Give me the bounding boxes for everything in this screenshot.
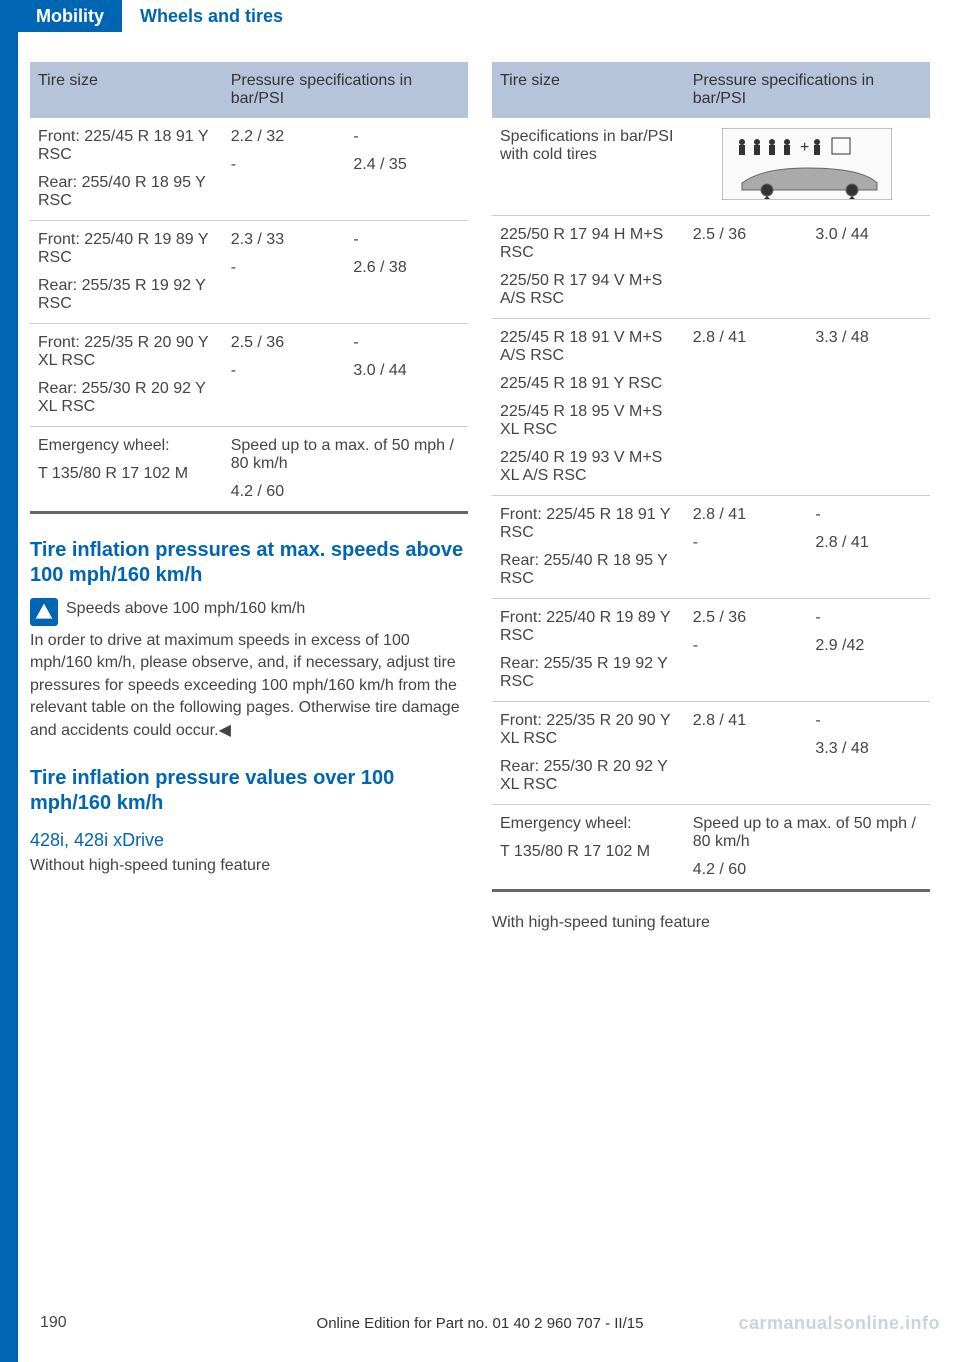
left-column: Tire size Pressure specifications in bar… (30, 62, 468, 934)
left-tire-table: Tire size Pressure specifications in bar… (30, 62, 468, 514)
cell: 2.6 / 38 (353, 259, 460, 277)
header-tab-wheels: Wheels and tires (122, 0, 301, 32)
cell: 225/45 R 18 91 Y RSC (500, 375, 677, 393)
table-row: Specifications in bar/PSI with cold tire… (492, 118, 930, 216)
cell: T 135/80 R 17 102 M (38, 465, 215, 483)
cell: - (353, 128, 460, 146)
cell: Speed up to a max. of 50 mph / 80 km/h (693, 815, 922, 851)
cell: 2.4 / 35 (353, 156, 460, 174)
lth1: Tire size (30, 62, 223, 118)
cell: Emergency wheel: (500, 815, 677, 833)
cell: - (231, 362, 338, 380)
after-note: With high-speed tuning feature (492, 912, 930, 934)
header-bar: Mobility Wheels and tires (0, 0, 960, 32)
cell: - (231, 259, 338, 277)
table-row: Front: 225/40 R 19 89 Y RSC Rear: 255/35… (492, 599, 930, 702)
cell: 2.5 / 36 (231, 334, 338, 352)
cell: 3.3 / 48 (807, 319, 930, 496)
cell: Front: 225/35 R 20 90 Y XL RSC (38, 334, 215, 370)
warning-box: Speeds above 100 mph/160 km/h (30, 598, 468, 626)
table-row: Emergency wheel: T 135/80 R 17 102 M Spe… (30, 427, 468, 513)
table-row: 225/50 R 17 94 H M+S RSC 225/50 R 17 94 … (492, 216, 930, 319)
cell: 2.3 / 33 (231, 231, 338, 249)
cell: T 135/80 R 17 102 M (500, 843, 677, 861)
cell: - (231, 156, 338, 174)
left-stripe (0, 0, 18, 1362)
cell: 4.2 / 60 (693, 861, 922, 879)
cell: 2.5 / 36 (693, 609, 800, 627)
cell: - (693, 534, 800, 552)
cell: 2.2 / 32 (231, 128, 338, 146)
cell: - (353, 334, 460, 352)
warning-icon (30, 598, 58, 626)
table-row: 225/45 R 18 91 V M+S A/S RSC 225/45 R 18… (492, 319, 930, 496)
cell: 3.0 / 44 (807, 216, 930, 319)
cell: 225/50 R 17 94 V M+S A/S RSC (500, 272, 677, 308)
cell: Specifications in bar/PSI with cold tire… (492, 118, 685, 216)
right-tire-table: Tire size Pressure specifications in bar… (492, 62, 930, 892)
cell: 225/45 R 18 95 V M+S XL RSC (500, 403, 677, 439)
cell: 2.8 / 41 (815, 534, 922, 552)
cell: Front: 225/45 R 18 91 Y RSC (500, 506, 677, 542)
table-row: Front: 225/35 R 20 90 Y XL RSC Rear: 255… (30, 324, 468, 427)
cell: Rear: 255/30 R 20 92 Y XL RSC (500, 758, 677, 794)
cell: Speed up to a max. of 50 mph / 80 km/h (231, 437, 460, 473)
cell: Emergency wheel: (38, 437, 215, 455)
cell: - (693, 637, 800, 655)
table-row: Front: 225/45 R 18 91 Y RSC Rear: 255/40… (492, 496, 930, 599)
cell: 4.2 / 60 (231, 483, 460, 501)
cell: - (353, 231, 460, 249)
cell: Rear: 255/40 R 18 95 Y RSC (38, 174, 215, 210)
header-tab-mobility: Mobility (18, 0, 122, 32)
section-heading: Tire inflation pressures at max. speeds … (30, 538, 468, 588)
cell: 225/45 R 18 91 V M+S A/S RSC (500, 329, 677, 365)
model-heading: 428i, 428i xDrive (30, 830, 468, 851)
cell: Front: 225/35 R 20 90 Y XL RSC (500, 712, 677, 748)
table-row: Front: 225/45 R 18 91 Y RSC Rear: 255/40… (30, 118, 468, 221)
cell: Front: 225/45 R 18 91 Y RSC (38, 128, 215, 164)
cell: - (815, 609, 922, 627)
cell: Rear: 255/30 R 20 92 Y XL RSC (38, 380, 215, 416)
table-row: Front: 225/40 R 19 89 Y RSC Rear: 255/35… (30, 221, 468, 324)
cell: Front: 225/40 R 19 89 Y RSC (500, 609, 677, 645)
lth2: Pressure specifications in bar/PSI (223, 62, 468, 118)
cell: 2.8 / 41 (693, 506, 800, 524)
right-column: Tire size Pressure specifications in bar… (492, 62, 930, 934)
load-diagram-icon: + (722, 128, 892, 200)
svg-text:+: + (800, 139, 809, 156)
cell: 3.3 / 48 (815, 740, 922, 758)
table-row: Emergency wheel: T 135/80 R 17 102 M Spe… (492, 805, 930, 891)
cell: 225/40 R 19 93 V M+S XL A/S RSC (500, 449, 677, 485)
cell: - (815, 712, 922, 730)
section-heading: Tire inflation pressure values over 100 … (30, 766, 468, 816)
cell: 225/50 R 17 94 H M+S RSC (500, 226, 677, 262)
cell: 2.9 /42 (815, 637, 922, 655)
model-note: Without high-speed tuning feature (30, 855, 468, 877)
cell: - (815, 506, 922, 524)
table-row: Front: 225/35 R 20 90 Y XL RSC Rear: 255… (492, 702, 930, 805)
rth1: Tire size (492, 62, 685, 118)
cell: 2.8 / 41 (685, 319, 808, 496)
cell: 2.8 / 41 (693, 712, 800, 730)
warning-body: In order to drive at maximum speeds in e… (30, 630, 468, 742)
warning-lead: Speeds above 100 mph/160 km/h (66, 598, 305, 620)
cell: Rear: 255/35 R 19 92 Y RSC (500, 655, 677, 691)
rth2: Pressure specifications in bar/PSI (685, 62, 930, 118)
cell: 2.5 / 36 (685, 216, 808, 319)
content: Tire size Pressure specifications in bar… (0, 32, 960, 934)
cell: Rear: 255/40 R 18 95 Y RSC (500, 552, 677, 588)
cell: Rear: 255/35 R 19 92 Y RSC (38, 277, 215, 313)
cell: 3.0 / 44 (353, 362, 460, 380)
cell: Front: 225/40 R 19 89 Y RSC (38, 231, 215, 267)
watermark: carmanualsonline.info (738, 1313, 940, 1334)
